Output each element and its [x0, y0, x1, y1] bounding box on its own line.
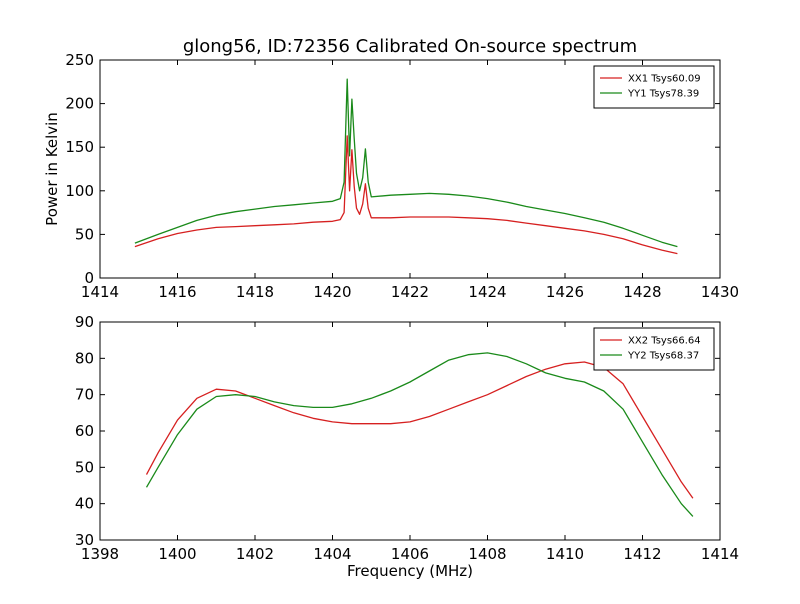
- top-chart-xtick-label: 1418: [236, 283, 274, 301]
- bottom-chart-ytick-label: 90: [75, 313, 94, 331]
- bottom-chart-series-line-2: [145, 352, 694, 517]
- bottom-chart-ytick-label: 30: [75, 531, 94, 549]
- bottom-chart-xtick-label: 1400: [158, 545, 196, 563]
- bottom-chart-legend-label-2: YY2 Tsys68.37: [627, 351, 699, 362]
- top-chart-xtick-label: 1426: [546, 283, 584, 301]
- top-chart-legend-label-1: XX1 Tsys60.09: [628, 74, 701, 85]
- top-chart: 1414 1416 1418 1420 1422 1424 1426 1428 1430 0 50 1…: [65, 51, 739, 301]
- bottom-chart-legend-box: [593, 327, 715, 371]
- bottom-chart-ytick-label: 60: [75, 422, 94, 440]
- top-chart-xtick-label: 1420: [313, 283, 351, 301]
- top-chart-ytick-label: 100: [65, 182, 94, 200]
- bottom-chart-xtick-label: 1414: [701, 545, 739, 563]
- bottom-chart-ytick-label: 70: [75, 386, 94, 404]
- top-chart-xtick-label: 1422: [391, 283, 429, 301]
- plots-layer: 1414 1416 1418 1420 1422 1424 1426 1428 14300501…: [65, 51, 739, 563]
- bottom-chart-xtick-label: 1410: [546, 545, 584, 563]
- bottom-chart-ytick-label: 80: [75, 349, 94, 367]
- top-chart-xtick-label: 1428: [623, 283, 661, 301]
- bottom-chart-ytick-label: 50: [75, 458, 94, 476]
- bottom-chart-xtick-label: 1402: [236, 545, 274, 563]
- bottom-chart-xtick-label: 1412: [623, 545, 661, 563]
- top-chart-ytick-label: 150: [65, 138, 94, 156]
- top-chart-ylabel: Power in Kelvin: [43, 112, 61, 226]
- top-chart-legend-label-2: YY1 Tsys78.39: [627, 89, 699, 100]
- bottom-chart-ytick-label: 40: [75, 495, 94, 513]
- top-chart-legend-box: [593, 65, 715, 109]
- bottom-chart-xtick-label: 1398: [81, 545, 119, 563]
- bottom-chart: 1398 1400 1402 1404 1406 1408 1410 1412 1414 30 40…: [75, 313, 739, 563]
- bottom-chart-xtick-label: 1406: [391, 545, 429, 563]
- bottom-chart-legend-label-1: XX2 Tsys66.64: [628, 336, 701, 347]
- bottom-chart-xtick-label: 1408: [468, 545, 506, 563]
- figure-title: glong56, ID:72356 Calibrated On-source s…: [183, 36, 637, 57]
- top-chart-series-line-1: [134, 135, 678, 255]
- top-chart-xtick-label: 1424: [468, 283, 506, 301]
- bottom-chart-xlabel: Frequency (MHz): [347, 562, 473, 580]
- top-chart-ytick-label: 200: [65, 95, 94, 113]
- top-chart-ytick-label: 0: [84, 269, 94, 287]
- bottom-chart-xtick-label: 1404: [313, 545, 351, 563]
- top-chart-ytick-label: 50: [75, 225, 94, 243]
- bottom-chart-legend: XX2 Tsys66.64 YY2 Tsys68.37: [593, 327, 715, 371]
- top-chart-ytick-label: 250: [65, 51, 94, 69]
- top-chart-legend: XX1 Tsys60.09 YY1 Tsys78.39: [593, 65, 715, 109]
- top-chart-xtick-label: 1414: [81, 283, 119, 301]
- top-chart-xtick-label: 1416: [158, 283, 196, 301]
- top-chart-xtick-label: 1430: [701, 283, 739, 301]
- top-chart-series-line-2: [134, 78, 678, 248]
